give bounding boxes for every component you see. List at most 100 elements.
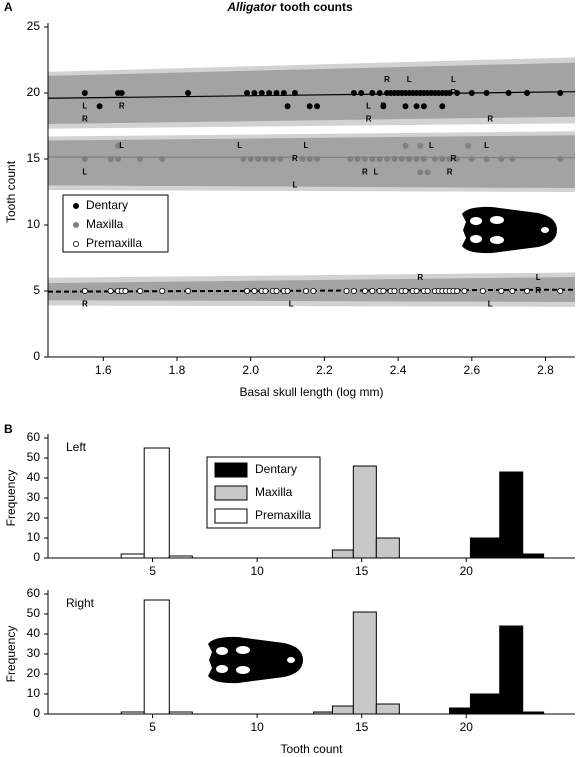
data-point xyxy=(509,155,516,162)
side-title: Right xyxy=(66,596,95,610)
legend-label: Premaxilla xyxy=(255,508,311,522)
data-point xyxy=(557,155,564,162)
data-point xyxy=(479,287,486,294)
histogram-bar xyxy=(499,471,524,559)
histogram-bar xyxy=(375,703,400,715)
data-point xyxy=(255,155,262,162)
histogram-bar xyxy=(522,553,545,559)
y-tick-label: 30 xyxy=(27,490,41,504)
data-point xyxy=(483,90,490,97)
prediction-band xyxy=(48,135,575,189)
data-point xyxy=(258,90,265,97)
y-tick-label: 10 xyxy=(27,530,41,544)
skull-silhouette xyxy=(462,206,557,254)
data-point xyxy=(159,155,166,162)
side-label: R xyxy=(450,88,456,97)
panel-label: B xyxy=(4,422,13,436)
side-label: R xyxy=(447,167,453,176)
data-point xyxy=(185,90,192,97)
side-label: L xyxy=(484,141,489,150)
x-axis-label: Basal skull length (log mm) xyxy=(239,385,383,399)
data-point xyxy=(420,155,427,162)
data-point xyxy=(81,90,88,97)
data-point xyxy=(314,155,321,162)
data-point xyxy=(465,142,472,149)
y-tick-label: 60 xyxy=(27,430,41,444)
side-label: R xyxy=(450,154,456,163)
data-point xyxy=(262,287,269,294)
data-point xyxy=(391,287,398,294)
data-point xyxy=(247,155,254,162)
data-point xyxy=(350,287,357,294)
data-point xyxy=(461,287,468,294)
data-point xyxy=(284,287,291,294)
y-tick-label: 25 xyxy=(27,19,41,33)
data-point xyxy=(446,155,453,162)
data-point xyxy=(380,287,387,294)
data-point xyxy=(402,287,409,294)
side-label: L xyxy=(407,75,412,84)
x-tick-label: 20 xyxy=(460,564,474,578)
side-label: L xyxy=(488,299,493,308)
histogram-bar xyxy=(375,537,400,559)
legend-swatch xyxy=(214,485,248,501)
histogram-bar xyxy=(143,599,170,715)
data-point xyxy=(273,90,280,97)
data-point xyxy=(446,90,453,97)
legend-marker xyxy=(73,240,80,247)
data-point xyxy=(343,287,350,294)
side-label: L xyxy=(429,141,434,150)
data-point xyxy=(280,90,287,97)
x-tick-label: 15 xyxy=(355,720,369,734)
y-tick-label: 40 xyxy=(27,626,41,640)
data-point xyxy=(310,287,317,294)
histogram-bar xyxy=(449,707,471,715)
data-point xyxy=(358,90,365,97)
data-point xyxy=(424,169,431,176)
side-title: Left xyxy=(66,440,87,454)
histogram-bar xyxy=(499,625,524,715)
data-point xyxy=(115,142,122,149)
data-point xyxy=(251,90,258,97)
x-tick-label: 20 xyxy=(460,720,474,734)
side-label: R xyxy=(362,167,368,176)
data-point xyxy=(369,90,376,97)
data-point xyxy=(262,155,269,162)
x-tick-label: 2.6 xyxy=(463,363,480,377)
x-tick-label: 2.0 xyxy=(242,363,259,377)
chart-title: Alligator tooth counts xyxy=(226,0,353,14)
side-label: L xyxy=(82,167,87,176)
legend-label: Dentary xyxy=(255,462,297,476)
data-point xyxy=(509,287,516,294)
y-tick-label: 20 xyxy=(27,85,41,99)
data-point xyxy=(240,155,247,162)
data-point xyxy=(454,287,461,294)
y-tick-label: 15 xyxy=(27,151,41,165)
data-point xyxy=(361,155,368,162)
y-tick-label: 10 xyxy=(27,686,41,700)
side-label: L xyxy=(374,167,379,176)
x-tick-label: 5 xyxy=(149,564,156,578)
side-label: R xyxy=(119,101,125,110)
side-label: R xyxy=(82,299,88,308)
title-genus: Alligator xyxy=(226,0,277,14)
x-tick-label: 1.8 xyxy=(169,363,186,377)
x-tick-label: 1.6 xyxy=(95,363,112,377)
data-point xyxy=(557,90,564,97)
data-point xyxy=(376,155,383,162)
data-point xyxy=(483,155,490,162)
data-point xyxy=(376,90,383,97)
data-point xyxy=(81,287,88,294)
data-point xyxy=(244,90,251,97)
data-point xyxy=(118,90,125,97)
data-point xyxy=(402,103,409,110)
data-point xyxy=(369,155,376,162)
legend-label: Maxilla xyxy=(255,485,293,499)
data-point xyxy=(413,103,420,110)
side-label: L xyxy=(451,75,456,84)
data-point xyxy=(468,155,475,162)
data-point xyxy=(454,90,461,97)
legend-marker xyxy=(73,202,80,209)
y-axis-label: Tooth count xyxy=(4,160,18,223)
